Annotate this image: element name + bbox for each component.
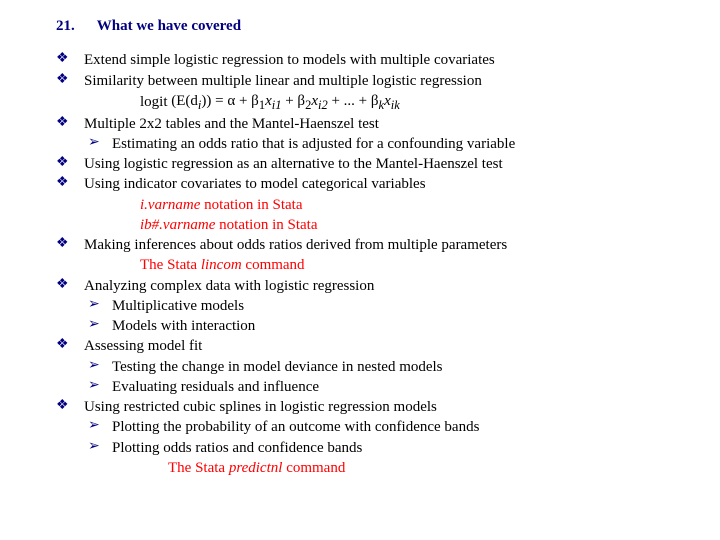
- sub-plot-prob: Plotting the probability of an outcome w…: [56, 417, 690, 437]
- sub-predictnl: The Stata predictnl command: [56, 458, 690, 478]
- sub-plot-odds: Plotting odds ratios and confidence band…: [56, 438, 690, 458]
- sub-interaction: Models with interaction: [56, 316, 690, 336]
- bullet-logreg-alt: Using logistic regression as an alternat…: [56, 154, 690, 174]
- logit-formula-line: logit (E(di)) = α + β1xi1 + β2xi2 + ... …: [56, 91, 690, 114]
- section-heading: 21. What we have covered: [56, 16, 690, 36]
- bullet-splines: Using restricted cubic splines in logist…: [56, 397, 690, 417]
- sub-deviance: Testing the change in model deviance in …: [56, 357, 690, 377]
- sub-lincom: The Stata lincom command: [56, 255, 690, 275]
- bullet-inferences: Making inferences about odds ratios deri…: [56, 235, 690, 255]
- section-title: What we have covered: [97, 18, 241, 34]
- bullet-indicator: Using indicator covariates to model cate…: [56, 174, 690, 194]
- sub-residuals: Evaluating residuals and influence: [56, 377, 690, 397]
- section-number: 21.: [56, 16, 75, 36]
- bullet-complex: Analyzing complex data with logistic reg…: [56, 276, 690, 296]
- logit-formula: (E(di)) = α + β1xi1 + β2xi2 + ... + βkxi…: [171, 91, 400, 114]
- bullet-fit: Assessing model fit: [56, 336, 690, 356]
- bullet-extend: Extend simple logistic regression to mod…: [56, 50, 690, 70]
- sub-ibvarname: ib#.varname notation in Stata: [56, 215, 690, 235]
- bullet-similarity: Similarity between multiple linear and m…: [56, 71, 690, 91]
- sub-mh-adjust: Estimating an odds ratio that is adjuste…: [56, 134, 690, 154]
- bullet-mh: Multiple 2x2 tables and the Mantel-Haens…: [56, 114, 690, 134]
- sub-ivarname: i.varname notation in Stata: [56, 195, 690, 215]
- sub-multiplicative: Multiplicative models: [56, 296, 690, 316]
